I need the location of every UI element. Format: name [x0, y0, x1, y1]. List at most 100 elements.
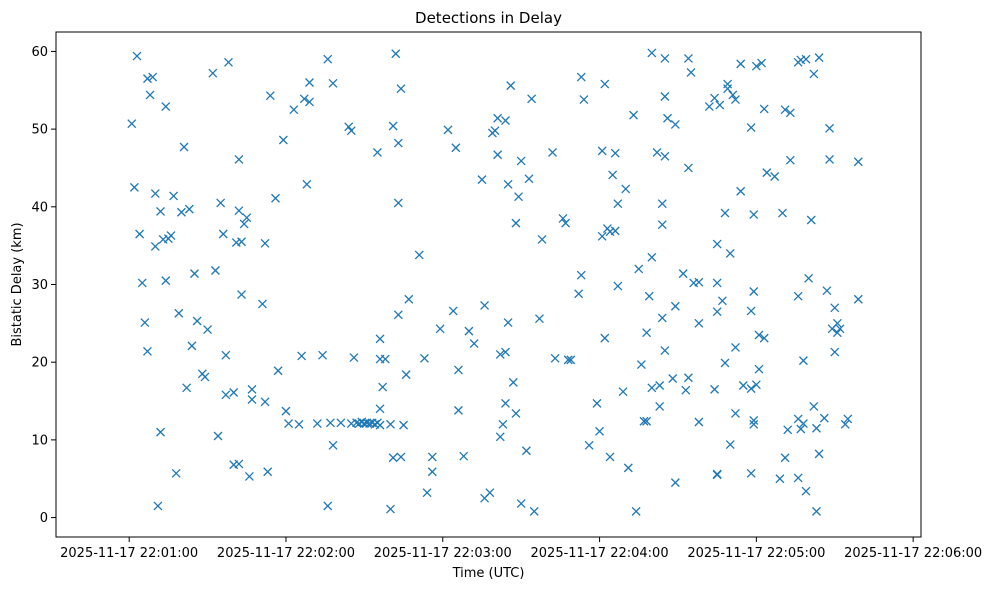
data-point [386, 419, 395, 429]
data-point [260, 238, 270, 248]
data-point [710, 384, 720, 394]
data-point [501, 398, 510, 408]
data-point [302, 179, 312, 189]
data-point [832, 318, 842, 328]
data-point [642, 328, 652, 338]
data-point [843, 414, 853, 424]
data-point [234, 459, 244, 469]
data-point [730, 342, 740, 352]
data-point [305, 97, 314, 107]
x-axis-label: Time (UTC) [452, 566, 525, 581]
y-tick-label: 40 [31, 200, 48, 215]
data-point [448, 306, 458, 316]
data-point [819, 413, 829, 423]
data-point [260, 397, 270, 407]
y-tick-label: 60 [31, 45, 48, 60]
data-point [660, 151, 670, 161]
data-point [132, 51, 142, 61]
plot-area [56, 32, 921, 537]
data-point [793, 473, 803, 483]
y-axis: 0 10 20 30 40 50 60 [31, 45, 56, 526]
data-point [271, 193, 280, 203]
data-point [804, 273, 814, 283]
data-point [137, 278, 147, 288]
data-point [388, 121, 398, 131]
data-point [380, 354, 390, 364]
data-point [169, 191, 179, 201]
data-point [459, 451, 469, 461]
data-point [190, 269, 199, 279]
data-point [221, 350, 231, 360]
data-point [660, 53, 670, 63]
data-point [835, 324, 845, 334]
data-point [561, 218, 571, 228]
data-point [686, 67, 696, 77]
data-point [328, 78, 338, 88]
data-point [770, 172, 780, 181]
data-point [647, 383, 657, 393]
data-point [605, 452, 615, 462]
data-point [746, 468, 756, 478]
data-point [372, 147, 382, 157]
data-point [451, 143, 461, 153]
data-point [524, 174, 534, 184]
y-tick-label: 50 [31, 123, 48, 138]
data-point [657, 199, 667, 209]
data-point [704, 102, 714, 112]
x-tick-label: 2025-11-17 22:05:00 [687, 546, 825, 561]
data-point [187, 341, 197, 351]
data-point [683, 163, 693, 173]
data-point [508, 377, 518, 387]
data-point [161, 276, 171, 286]
data-point [644, 291, 654, 301]
data-point [749, 419, 759, 429]
data-point [435, 324, 445, 334]
data-point [453, 405, 463, 415]
data-point [242, 213, 252, 223]
data-point [336, 418, 346, 428]
data-point [521, 446, 531, 456]
data-point [670, 301, 680, 311]
data-point [247, 395, 257, 404]
data-point [203, 325, 213, 335]
data-point [618, 387, 628, 397]
data-point [184, 204, 194, 214]
data-point [621, 184, 631, 194]
data-point [514, 192, 524, 202]
data-point [746, 384, 756, 394]
data-point [652, 147, 662, 157]
data-point [853, 157, 863, 167]
data-point [785, 108, 795, 118]
data-point [584, 440, 594, 450]
x-tick-label: 2025-11-17 22:06:00 [844, 546, 982, 561]
data-point [289, 105, 299, 115]
data-point [344, 122, 354, 132]
data-point [349, 353, 359, 362]
data-point [401, 370, 411, 380]
data-point [229, 388, 239, 397]
data-point [237, 290, 247, 300]
data-point [140, 318, 150, 328]
data-point [801, 486, 811, 496]
data-point [192, 316, 202, 326]
data-point [720, 358, 730, 368]
data-point [825, 154, 834, 164]
data-point [378, 382, 388, 392]
data-point [281, 406, 291, 416]
data-point [736, 59, 746, 69]
data-point [171, 468, 181, 478]
data-point [812, 423, 821, 433]
data-point [668, 374, 678, 383]
data-point [516, 499, 526, 509]
data-point [639, 416, 649, 426]
y-tick-label: 20 [31, 356, 48, 371]
data-point [174, 308, 184, 318]
x-tick-label: 2025-11-17 22:02:00 [217, 546, 355, 561]
data-point [506, 81, 516, 91]
data-point [678, 269, 688, 279]
data-point [153, 501, 163, 511]
data-point [145, 90, 155, 100]
data-point [346, 126, 356, 136]
data-point [655, 381, 665, 390]
data-point [511, 218, 521, 228]
